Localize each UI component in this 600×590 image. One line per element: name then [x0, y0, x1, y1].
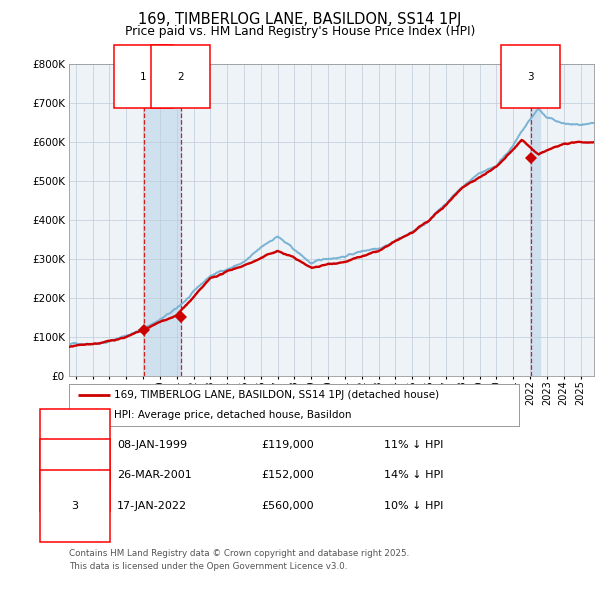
- Text: 11% ↓ HPI: 11% ↓ HPI: [384, 441, 443, 450]
- Text: 1: 1: [140, 71, 147, 81]
- Text: 169, TIMBERLOG LANE, BASILDON, SS14 1PJ (detached house): 169, TIMBERLOG LANE, BASILDON, SS14 1PJ …: [114, 391, 439, 401]
- Text: Price paid vs. HM Land Registry's House Price Index (HPI): Price paid vs. HM Land Registry's House …: [125, 25, 475, 38]
- Text: HPI: Average price, detached house, Basildon: HPI: Average price, detached house, Basi…: [114, 410, 352, 420]
- Text: This data is licensed under the Open Government Licence v3.0.: This data is licensed under the Open Gov…: [69, 562, 347, 571]
- Text: 2: 2: [71, 470, 79, 480]
- Bar: [143, 64, 181, 376]
- Text: £119,000: £119,000: [261, 441, 314, 450]
- Text: 08-JAN-1999: 08-JAN-1999: [117, 441, 187, 450]
- Text: 17-JAN-2022: 17-JAN-2022: [117, 502, 187, 511]
- Text: Contains HM Land Registry data © Crown copyright and database right 2025.: Contains HM Land Registry data © Crown c…: [69, 549, 409, 558]
- Bar: [531, 64, 540, 376]
- Text: 1: 1: [71, 441, 79, 450]
- Text: 2: 2: [177, 71, 184, 81]
- Text: £152,000: £152,000: [261, 470, 314, 480]
- Text: £560,000: £560,000: [261, 502, 314, 511]
- Text: 169, TIMBERLOG LANE, BASILDON, SS14 1PJ: 169, TIMBERLOG LANE, BASILDON, SS14 1PJ: [139, 12, 461, 27]
- Text: 10% ↓ HPI: 10% ↓ HPI: [384, 502, 443, 511]
- Text: 3: 3: [527, 71, 534, 81]
- Text: 3: 3: [71, 502, 79, 511]
- Text: 14% ↓ HPI: 14% ↓ HPI: [384, 470, 443, 480]
- Text: 26-MAR-2001: 26-MAR-2001: [117, 470, 192, 480]
